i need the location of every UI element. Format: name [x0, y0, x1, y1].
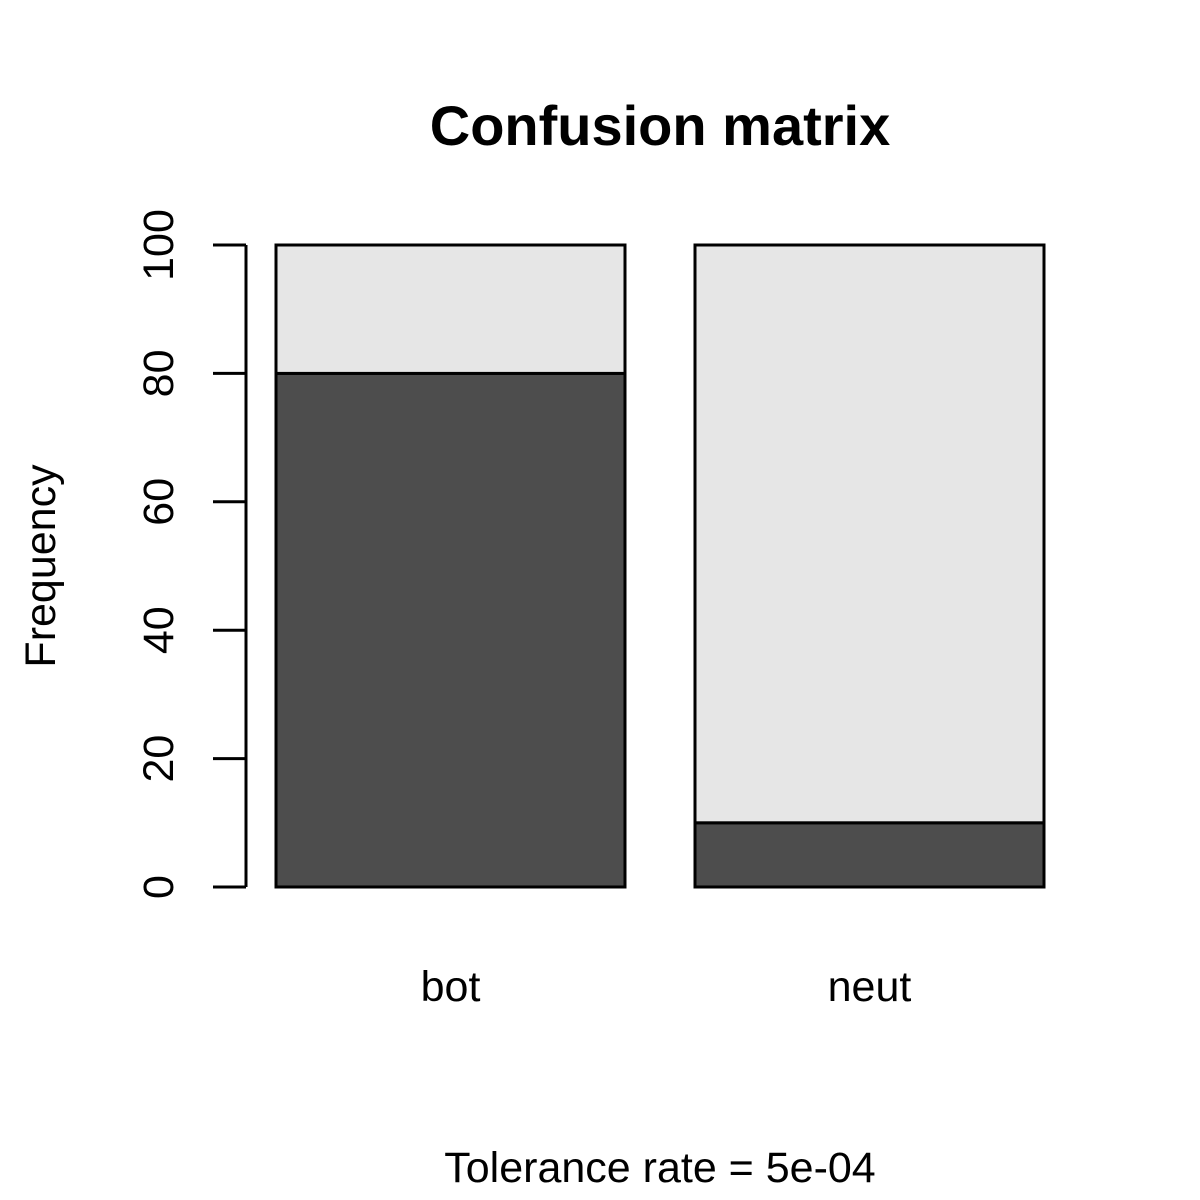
y-tick-label-80: 80 — [135, 349, 183, 397]
y-tick-label-0: 0 — [135, 875, 183, 899]
y-tick-label-20: 20 — [135, 735, 183, 783]
bar-neut-segment-1 — [693, 821, 1046, 889]
x-tick-label-neut: neut — [828, 963, 912, 1011]
chart-title: Confusion matrix — [430, 94, 890, 157]
bars — [274, 243, 1046, 889]
y-axis: 0 20 40 60 80 100 — [135, 209, 248, 899]
x-axis-label: Tolerance rate = 5e-04 — [444, 1144, 875, 1192]
y-tick-label-40: 40 — [135, 606, 183, 654]
bar-bot-segment-1 — [274, 371, 627, 889]
bar-neut-segment-2 — [693, 243, 1046, 825]
y-axis-label: Frequency — [17, 464, 65, 668]
y-tick-label-60: 60 — [135, 478, 183, 526]
x-axis-labels: bot neut — [421, 963, 912, 1011]
x-tick-label-bot: bot — [421, 963, 481, 1011]
bar-bot-segment-2 — [274, 243, 627, 375]
y-tick-label-100: 100 — [135, 209, 183, 281]
